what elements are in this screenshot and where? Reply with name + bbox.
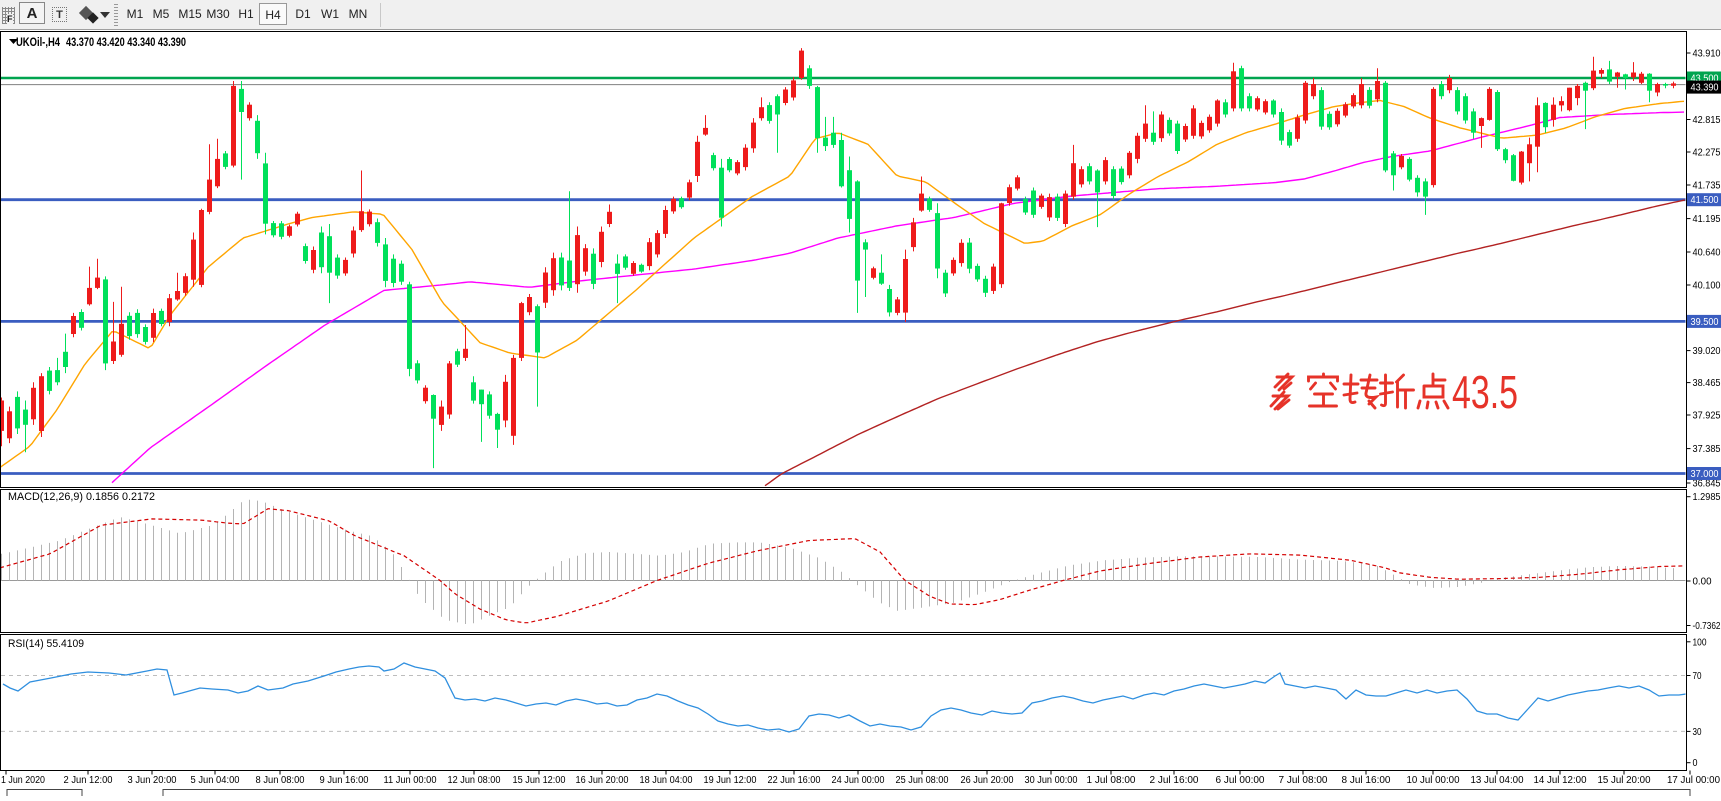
svg-text:RSI(14) 55.4109: RSI(14) 55.4109 <box>8 638 84 650</box>
svg-text:1 Jun 2020: 1 Jun 2020 <box>1 775 45 786</box>
svg-text:2 Jul 16:00: 2 Jul 16:00 <box>1150 775 1199 786</box>
svg-text:42.815: 42.815 <box>1693 115 1721 126</box>
svg-text:37.385: 37.385 <box>1693 444 1721 455</box>
svg-text:15 Jul 20:00: 15 Jul 20:00 <box>1598 775 1651 786</box>
svg-text:70: 70 <box>1693 671 1702 682</box>
svg-text:41.500: 41.500 <box>1691 195 1719 206</box>
svg-text:0: 0 <box>1693 758 1698 769</box>
svg-text:UKOil-,H4: UKOil-,H4 <box>16 35 60 49</box>
svg-text:8 Jun 08:00: 8 Jun 08:00 <box>256 775 305 786</box>
svg-text:39.500: 39.500 <box>1691 317 1719 328</box>
svg-text:22 Jun 16:00: 22 Jun 16:00 <box>768 775 821 786</box>
svg-text:100: 100 <box>1693 637 1707 648</box>
svg-text:40.100: 40.100 <box>1693 281 1721 292</box>
svg-text:1.2985: 1.2985 <box>1693 492 1721 503</box>
svg-text:-0.7362: -0.7362 <box>1693 621 1721 632</box>
svg-text:40.640: 40.640 <box>1693 248 1721 259</box>
svg-text:30: 30 <box>1693 727 1702 738</box>
svg-text:1 Jul 08:00: 1 Jul 08:00 <box>1087 775 1136 786</box>
svg-text:43.390: 43.390 <box>1691 83 1719 94</box>
svg-text:8 Jul 16:00: 8 Jul 16:00 <box>1342 775 1391 786</box>
svg-text:14 Jul 12:00: 14 Jul 12:00 <box>1534 775 1587 786</box>
svg-text:26 Jun 20:00: 26 Jun 20:00 <box>961 775 1014 786</box>
svg-text:5 Jun 04:00: 5 Jun 04:00 <box>191 775 240 786</box>
svg-text:6 Jul 00:00: 6 Jul 00:00 <box>1216 775 1265 786</box>
svg-text:24 Jun 00:00: 24 Jun 00:00 <box>832 775 885 786</box>
svg-text:19 Jun 12:00: 19 Jun 12:00 <box>704 775 757 786</box>
svg-text:41.735: 41.735 <box>1693 181 1721 192</box>
svg-text:37.925: 37.925 <box>1693 411 1721 422</box>
svg-text:36.845: 36.845 <box>1693 479 1721 490</box>
svg-text:39.020: 39.020 <box>1693 346 1721 357</box>
svg-text:7 Jul 08:00: 7 Jul 08:00 <box>1279 775 1328 786</box>
svg-text:18 Jun 04:00: 18 Jun 04:00 <box>640 775 693 786</box>
svg-text:43.370 43.420 43.340 43.390: 43.370 43.420 43.340 43.390 <box>66 35 186 49</box>
svg-text:43.500: 43.500 <box>1691 74 1719 85</box>
svg-text:41.195: 41.195 <box>1693 214 1721 225</box>
svg-text:17 Jul 00:00: 17 Jul 00:00 <box>1667 775 1720 786</box>
svg-text:43.5: 43.5 <box>1452 366 1518 418</box>
svg-text:38.465: 38.465 <box>1693 378 1721 389</box>
svg-text:11 Jun 00:00: 11 Jun 00:00 <box>384 775 437 786</box>
svg-text:9 Jun 16:00: 9 Jun 16:00 <box>320 775 369 786</box>
svg-text:12 Jun 08:00: 12 Jun 08:00 <box>448 775 501 786</box>
svg-text:MACD(12,26,9) 0.1856 0.2172: MACD(12,26,9) 0.1856 0.2172 <box>8 491 155 503</box>
svg-text:13 Jul 04:00: 13 Jul 04:00 <box>1471 775 1524 786</box>
svg-text:3 Jun 20:00: 3 Jun 20:00 <box>128 775 177 786</box>
svg-text:10 Jul 00:00: 10 Jul 00:00 <box>1407 775 1460 786</box>
svg-text:37.000: 37.000 <box>1691 469 1719 480</box>
svg-text:42.275: 42.275 <box>1693 148 1721 159</box>
svg-text:43.910: 43.910 <box>1693 49 1721 60</box>
svg-text:25 Jun 08:00: 25 Jun 08:00 <box>896 775 949 786</box>
svg-text:16 Jun 20:00: 16 Jun 20:00 <box>576 775 629 786</box>
svg-text:15 Jun 12:00: 15 Jun 12:00 <box>513 775 566 786</box>
svg-text:30 Jun 00:00: 30 Jun 00:00 <box>1025 775 1078 786</box>
svg-text:0.00: 0.00 <box>1693 577 1712 588</box>
svg-text:2 Jun 12:00: 2 Jun 12:00 <box>64 775 113 786</box>
